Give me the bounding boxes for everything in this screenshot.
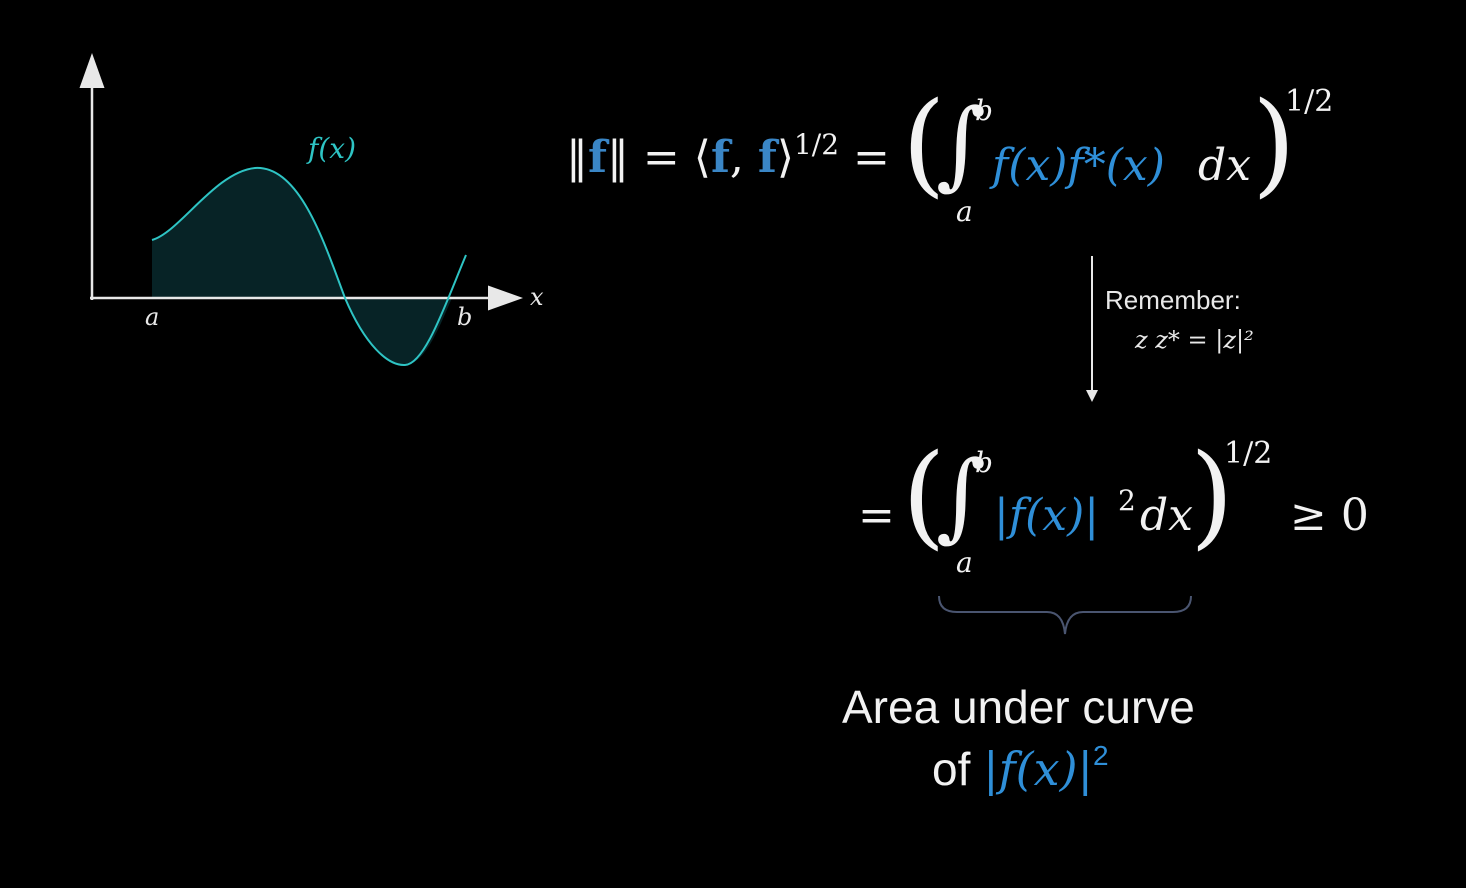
second-equals: = <box>858 490 895 541</box>
left-paren-1: ( <box>902 79 946 209</box>
inner-f2: f <box>757 132 777 183</box>
integrand-1: f(x)f*(x) <box>992 140 1165 191</box>
outer-exponent-2: 1/2 <box>1224 436 1273 471</box>
caption-prefix: of <box>932 743 984 795</box>
dx-1: dx <box>1198 140 1251 191</box>
x-axis-label: x <box>530 283 544 311</box>
norm-open: ‖ <box>566 132 588 183</box>
upper-limit-2: b <box>975 446 993 479</box>
inner-exponent: 1/2 <box>793 128 840 161</box>
upper-limit-1: b <box>975 94 993 127</box>
dx-2: dx <box>1140 490 1193 541</box>
down-arrow <box>1086 256 1098 402</box>
outer-exponent-1: 1/2 <box>1285 84 1334 119</box>
integral-sign-1: ∫ <box>936 88 987 200</box>
caption-line-2: of |f(x)|2 <box>932 740 1109 796</box>
inner-f1: f <box>710 132 730 183</box>
first-equals: = <box>839 132 890 183</box>
integrand-2: |f(x)| <box>994 490 1100 541</box>
power-2: 2 <box>1118 484 1136 517</box>
right-paren-2: ) <box>1190 431 1234 561</box>
right-paren-1: ) <box>1252 79 1296 209</box>
b-label: b <box>457 303 472 331</box>
reminder-title: Remember: <box>1105 285 1241 315</box>
underbrace <box>938 595 1192 635</box>
integral-sign-2: ∫ <box>936 440 987 552</box>
reminder-identity: z z* = |z|² <box>1135 326 1254 354</box>
curve-label: f(x) <box>306 132 356 165</box>
greater-equal-zero: ≥ 0 <box>1290 490 1369 541</box>
area-below-axis <box>345 298 452 366</box>
function-graph: f(x) a b x <box>79 53 544 367</box>
caption-line-1: Area under curve <box>842 681 1195 733</box>
lower-limit-1: a <box>956 195 973 228</box>
norm-close: ‖ = ⟨ <box>606 132 711 183</box>
norm-equation: ‖f‖ = ⟨f, f⟩1/2 = <box>566 128 890 183</box>
function-curve <box>151 166 467 367</box>
inner-close: ⟩ <box>776 132 794 183</box>
inner-comma: , <box>729 132 758 183</box>
norm-f: f <box>588 132 607 183</box>
lower-limit-2: a <box>956 546 973 579</box>
caption-expr: |f(x)| <box>983 742 1094 796</box>
caption-power: 2 <box>1093 740 1109 771</box>
a-label: a <box>145 303 159 331</box>
area-under-curve <box>152 167 345 298</box>
left-paren-2: ( <box>902 431 946 561</box>
